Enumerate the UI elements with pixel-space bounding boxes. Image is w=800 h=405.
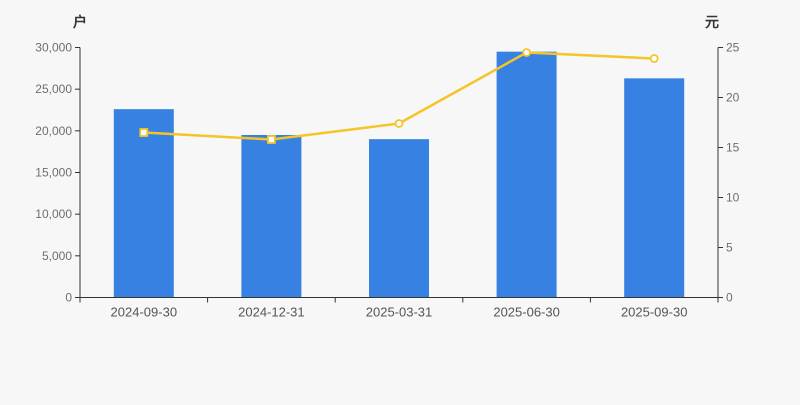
line-marker-2024-12-31[interactable] — [266, 135, 276, 144]
right-axis-tick-label: 10 — [726, 191, 740, 205]
right-axis-tick-label: 20 — [726, 91, 740, 105]
right-axis-tick-label: 15 — [726, 141, 740, 155]
bar-2025-03-31[interactable] — [369, 139, 429, 298]
x-axis-category-label: 2025-06-30 — [493, 305, 560, 320]
bar-2024-09-30[interactable] — [113, 109, 174, 298]
line-marker-2025-03-31[interactable] — [394, 119, 404, 128]
left-axis-tick-label: 5,000 — [42, 249, 72, 263]
left-axis-tick-label: 0 — [65, 291, 72, 305]
x-axis-category-label: 2024-09-30 — [111, 305, 178, 320]
left-axis-tick-label: 30,000 — [35, 41, 72, 55]
line-marker-2025-09-30[interactable] — [649, 54, 659, 63]
right-axis-tick-label: 25 — [726, 41, 740, 55]
line-marker-2024-09-30[interactable] — [139, 128, 149, 137]
left-axis-tick-label: 20,000 — [35, 124, 72, 138]
left-axis-tick-label: 25,000 — [35, 82, 72, 96]
left-axis-unit-label: 户 — [73, 14, 87, 30]
line-marker-2025-06-30[interactable] — [522, 48, 531, 57]
x-axis-category-label: 2025-09-30 — [621, 305, 688, 320]
x-axis-category-label: 2025-03-31 — [366, 305, 433, 320]
bar-2025-06-30[interactable] — [496, 51, 557, 298]
right-axis-tick-label: 0 — [726, 291, 733, 305]
left-axis-tick-label: 15,000 — [35, 166, 72, 180]
x-axis-category-label: 2024-12-31 — [238, 305, 305, 320]
right-axis-unit-label: 元 — [705, 14, 719, 30]
bar-2024-12-31[interactable] — [241, 135, 302, 298]
bar-2025-09-30[interactable] — [624, 78, 685, 298]
right-axis-tick-label: 5 — [726, 241, 733, 255]
left-axis-tick-label: 10,000 — [35, 207, 72, 221]
